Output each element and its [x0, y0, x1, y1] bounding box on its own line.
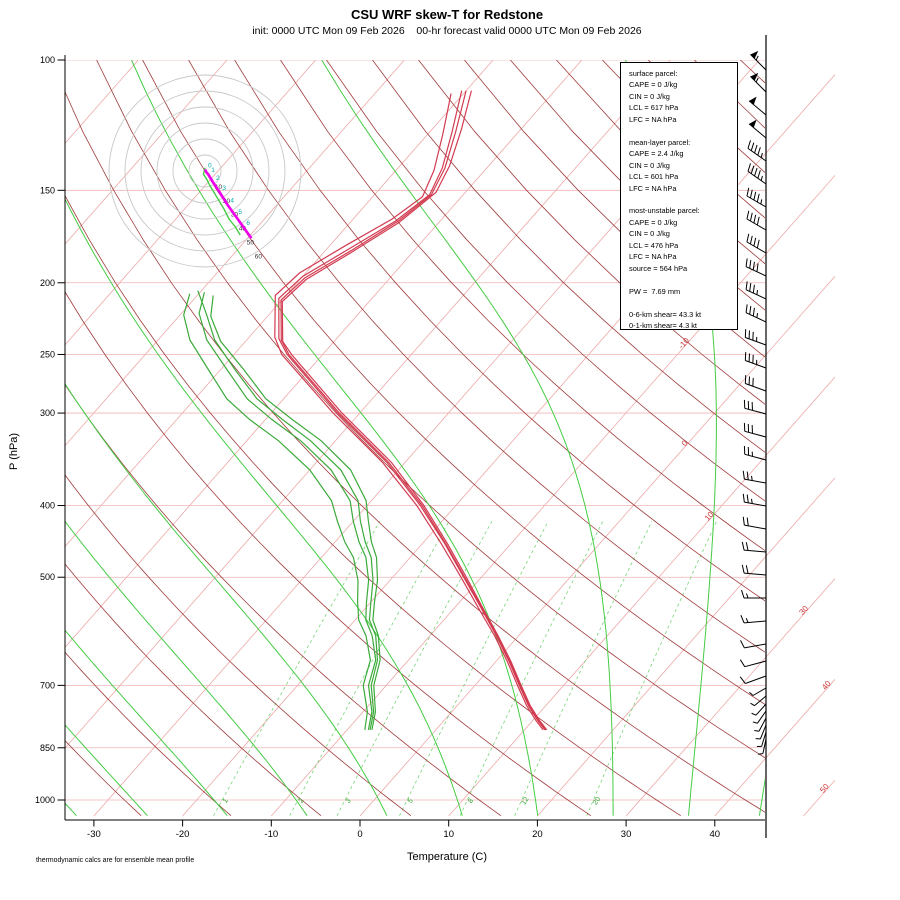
svg-text:6: 6: [246, 220, 250, 227]
svg-text:250: 250: [40, 349, 55, 359]
svg-text:10: 10: [443, 829, 454, 840]
footer-note: thermodynamic calcs are for ensemble mea…: [36, 857, 195, 864]
svg-text:850: 850: [40, 743, 55, 753]
x-axis-label: Temperature (C): [406, 851, 488, 863]
svg-text:5: 5: [407, 797, 415, 804]
svg-text:40: 40: [710, 829, 721, 840]
svg-text:50: 50: [818, 782, 831, 795]
svg-text:12: 12: [520, 796, 530, 806]
svg-text:20: 20: [532, 829, 543, 840]
parcel-info-box: surface parcel: CAPE = 0 J/kg CIN = 0 J/…: [620, 62, 738, 330]
svg-text:60: 60: [255, 253, 263, 260]
svg-text:2: 2: [216, 175, 220, 182]
svg-text:150: 150: [40, 185, 55, 195]
svg-text:8: 8: [467, 797, 475, 804]
svg-text:0: 0: [680, 438, 690, 448]
chart-title: CSU WRF skew-T for Redstone: [350, 7, 544, 22]
svg-text:100: 100: [40, 55, 55, 65]
svg-text:10: 10: [215, 184, 223, 191]
svg-text:1: 1: [222, 797, 230, 804]
svg-text:20: 20: [592, 796, 602, 806]
svg-text:700: 700: [40, 680, 55, 690]
svg-text:4: 4: [230, 198, 234, 205]
svg-text:2: 2: [298, 797, 306, 804]
y-axis-label: P (hPa): [8, 432, 20, 470]
svg-text:30: 30: [621, 829, 632, 840]
svg-text:0: 0: [208, 162, 212, 169]
svg-text:1: 1: [211, 167, 215, 174]
svg-text:-30: -30: [87, 829, 101, 840]
svg-text:5: 5: [238, 209, 242, 216]
svg-text:40: 40: [820, 679, 833, 692]
chart-subtitle: init: 0000 UTC Mon 09 Feb 2026 00-hr for…: [252, 25, 642, 37]
svg-text:40: 40: [239, 226, 247, 233]
svg-text:0: 0: [357, 829, 362, 840]
svg-text:1000: 1000: [35, 795, 55, 805]
svg-text:200: 200: [40, 278, 55, 288]
svg-text:50: 50: [247, 240, 255, 247]
svg-text:400: 400: [40, 501, 55, 511]
svg-text:-20: -20: [176, 829, 190, 840]
svg-text:-10: -10: [264, 829, 278, 840]
svg-text:30: 30: [797, 604, 810, 617]
svg-text:3: 3: [222, 185, 226, 192]
svg-text:3: 3: [345, 797, 353, 804]
svg-text:300: 300: [40, 408, 55, 418]
parcel-info-text: surface parcel: CAPE = 0 J/kg CIN = 0 J/…: [629, 69, 702, 330]
svg-text:-10: -10: [677, 336, 692, 351]
svg-text:500: 500: [40, 572, 55, 582]
